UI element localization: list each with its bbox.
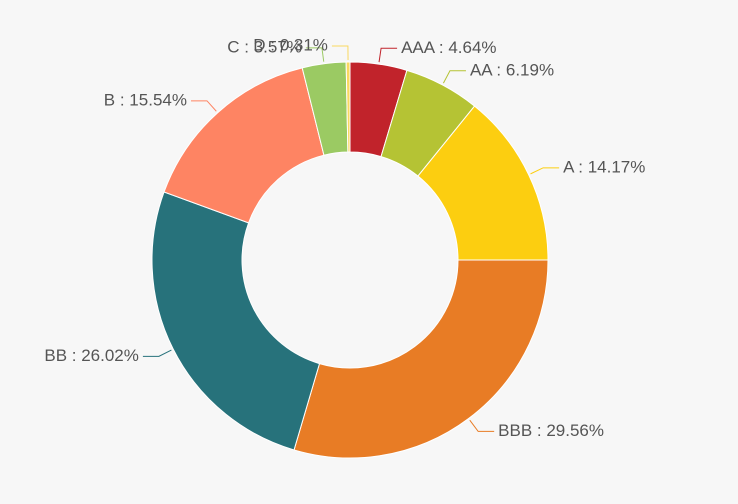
slice-d[interactable] — [345, 61, 351, 153]
leader-line-d — [331, 45, 349, 61]
label-bb: BB : 26.02% — [44, 346, 139, 365]
leader-line-aa — [442, 70, 466, 84]
label-bbb: BBB : 29.56% — [498, 421, 604, 440]
label-b: B : 15.54% — [104, 90, 187, 109]
leader-line-b — [190, 100, 217, 112]
leader-line-aaa — [378, 47, 398, 63]
label-aa: AA : 6.19% — [470, 60, 554, 79]
labels-group: AAA : 4.64% AA : 6.19% A : 14.17% BBB : 29.… — [44, 35, 645, 439]
slice-bbb[interactable] — [293, 259, 549, 459]
leader-lines-group — [142, 45, 560, 432]
label-c: C : 3.57% — [227, 37, 302, 56]
leader-line-a — [530, 167, 560, 175]
slices-group — [151, 61, 549, 459]
leader-line-bb — [142, 349, 172, 357]
slice-bb[interactable] — [151, 191, 321, 451]
label-aaa: AAA : 4.64% — [401, 38, 496, 57]
leader-line-c — [305, 47, 325, 62]
slice-b[interactable] — [163, 67, 325, 224]
label-a: A : 14.17% — [563, 157, 645, 176]
leader-line-bbb — [469, 419, 495, 432]
label-d: D : 0.31% — [253, 35, 328, 54]
